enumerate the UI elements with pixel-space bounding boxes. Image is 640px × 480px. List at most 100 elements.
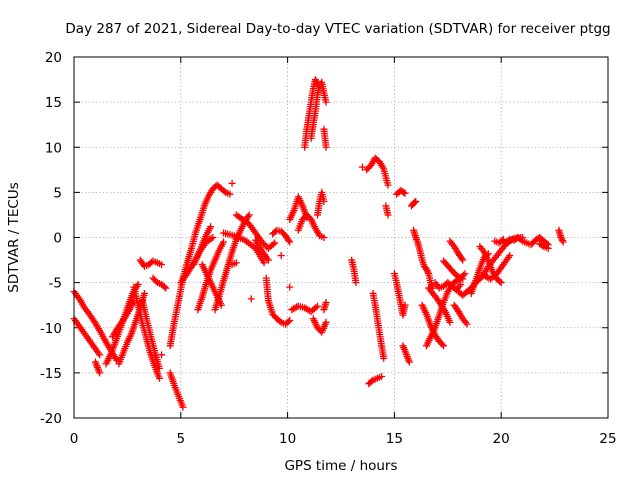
data-point: [96, 351, 104, 359]
x-tick-labels: 0 5 10 15 20 25: [70, 431, 617, 447]
series-arc-33: [320, 298, 330, 314]
data-point: [320, 234, 328, 241]
data-point: [517, 236, 525, 244]
data-point: [269, 240, 277, 248]
data-point: [264, 256, 272, 264]
x-axis-label: GPS time / hours: [284, 458, 397, 474]
x-tick-label: 15: [386, 431, 403, 447]
data-point: [158, 351, 166, 359]
y-tick-label: -10: [40, 321, 62, 337]
series-arc-09: [136, 256, 166, 270]
series-arc-48: [410, 226, 437, 292]
data-point: [286, 238, 294, 246]
data-point: [322, 318, 330, 326]
data-point: [322, 298, 330, 306]
data-point: [401, 301, 409, 309]
series-arc-54: [446, 237, 467, 264]
data-point: [438, 340, 446, 348]
data-point: [271, 239, 279, 247]
series-arc-30: [288, 302, 322, 316]
data-point: [498, 237, 506, 245]
y-tick-labels: -20 -15 -10 -5 0 5 10 15 20: [40, 50, 62, 427]
series-arc-12: [166, 369, 187, 411]
data-point: [277, 252, 285, 260]
series-arc-61: [501, 234, 552, 249]
data-point: [446, 318, 454, 326]
data-point: [380, 354, 388, 362]
data-point: [247, 295, 255, 303]
series-arc-53: [440, 257, 467, 283]
data-point: [226, 190, 234, 198]
plot-frame: [73, 56, 609, 419]
data-point: [459, 256, 467, 264]
series-arc-60: [491, 235, 507, 247]
data-point: [134, 280, 142, 288]
data-point: [158, 261, 166, 269]
series-arc-40: [363, 154, 392, 189]
x-tick-label: 5: [177, 431, 186, 447]
data-point: [261, 241, 269, 249]
series-arc-55: [450, 301, 471, 328]
data-point: [378, 372, 386, 380]
series-arc-13: [166, 181, 234, 350]
data-point: [113, 356, 121, 364]
series-arc-43: [365, 372, 386, 388]
data-point: [140, 289, 148, 297]
data-point: [401, 189, 409, 197]
data-point: [499, 235, 507, 243]
data-point: [538, 242, 546, 250]
series-arc-23: [252, 236, 272, 264]
series-arc-63: [555, 226, 567, 246]
data-point: [358, 163, 366, 171]
data-point: [207, 235, 215, 243]
series-arc-27: [247, 295, 255, 303]
series-arc-37: [320, 125, 330, 151]
data-point: [207, 223, 215, 231]
data-point: [311, 76, 319, 84]
series-arc-14: [228, 179, 236, 187]
data-point: [459, 275, 467, 283]
data-point: [312, 77, 320, 85]
data-point: [322, 143, 330, 151]
data-point: [457, 274, 465, 282]
data-point: [286, 317, 294, 325]
series-arc-35: [307, 78, 330, 142]
series-arc-32: [309, 315, 330, 336]
data-point: [400, 188, 408, 196]
data-point: [286, 283, 294, 291]
series-arc-45: [407, 197, 420, 210]
data-point: [160, 283, 168, 291]
data-point: [232, 259, 240, 267]
series-arc-39: [358, 163, 366, 171]
series-arc-29: [286, 193, 311, 223]
series-arc-47: [399, 342, 413, 366]
series-arc-22: [232, 211, 279, 252]
data-point: [457, 280, 465, 288]
data-point: [558, 235, 566, 243]
data-point: [506, 252, 514, 260]
series-arc-21: [228, 259, 240, 269]
series-arc-05: [108, 297, 138, 341]
data-point: [497, 279, 505, 287]
x-tick-label: 20: [493, 431, 510, 447]
data-point: [312, 303, 320, 311]
series-arc-31: [294, 211, 328, 241]
y-tick-label: 5: [53, 185, 62, 201]
data-point: [284, 318, 292, 326]
data-point: [314, 302, 322, 310]
data-point: [423, 267, 431, 275]
data-point: [422, 265, 430, 273]
data-point: [96, 369, 104, 377]
series-arc-08: [138, 297, 163, 372]
y-tick-label: 20: [45, 50, 62, 66]
data-point: [260, 259, 268, 267]
data-point: [463, 320, 471, 328]
series-arc-59: [480, 252, 514, 283]
data-point: [557, 234, 565, 241]
data-point: [559, 238, 567, 246]
y-tick-label: 10: [45, 140, 62, 156]
y-tick-label: 15: [45, 95, 62, 111]
data-point: [322, 98, 330, 106]
series-arc-26: [286, 283, 294, 291]
